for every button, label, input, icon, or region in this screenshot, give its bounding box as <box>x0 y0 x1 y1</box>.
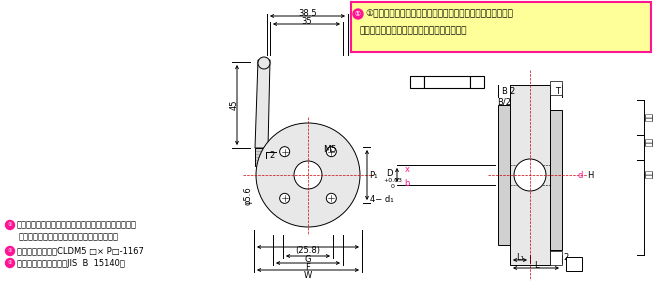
Text: P₁: P₁ <box>369 170 377 179</box>
Text: ⊥: ⊥ <box>413 77 421 87</box>
Text: 0: 0 <box>391 184 395 190</box>
Text: T: T <box>556 88 560 97</box>
Circle shape <box>5 220 14 230</box>
Circle shape <box>326 193 337 203</box>
Text: b: b <box>404 179 410 187</box>
Text: 2: 2 <box>564 252 569 262</box>
Bar <box>498 105 510 245</box>
Text: 45: 45 <box>230 100 239 110</box>
Text: +0.03: +0.03 <box>384 179 403 184</box>
Text: 2: 2 <box>509 88 514 97</box>
Bar <box>550 81 562 95</box>
Bar <box>550 110 562 250</box>
Text: A: A <box>474 77 480 86</box>
Bar <box>550 251 562 265</box>
Circle shape <box>256 123 360 227</box>
Text: ①ねじ軸を挿入しない状態での使用（空締め）は行わないで: ①ねじ軸を挿入しない状態での使用（空締め）は行わないで <box>365 10 513 19</box>
Text: ください。変形して使用できなくなります。: ください。変形して使用できなくなります。 <box>360 27 468 36</box>
Text: ①: ① <box>355 11 361 17</box>
Text: M5: M5 <box>323 146 337 155</box>
Text: φ5.6: φ5.6 <box>243 187 253 205</box>
Text: x: x <box>405 166 409 175</box>
Text: B/2: B/2 <box>497 97 511 106</box>
Text: クランプレバー：CLDM5 □⨯ P□-1167: クランプレバー：CLDM5 □⨯ P□-1167 <box>17 246 144 256</box>
Bar <box>410 76 424 88</box>
Circle shape <box>5 259 14 268</box>
Text: G: G <box>305 256 311 265</box>
Circle shape <box>279 193 290 203</box>
Polygon shape <box>255 60 270 148</box>
Text: 38.5: 38.5 <box>298 8 317 18</box>
Text: ①: ① <box>8 248 12 254</box>
Text: W: W <box>304 271 312 280</box>
Bar <box>510 85 550 265</box>
Circle shape <box>294 161 322 189</box>
Text: A: A <box>571 260 577 269</box>
Text: ラジアルベアリング：JIS  B  15140級: ラジアルベアリング：JIS B 15140級 <box>17 259 125 268</box>
Circle shape <box>353 9 363 19</box>
Text: A: A <box>569 260 575 269</box>
Text: 軸受: 軸受 <box>644 113 653 123</box>
Text: H: H <box>587 170 593 179</box>
Circle shape <box>258 57 270 69</box>
Text: D: D <box>386 169 392 178</box>
Bar <box>566 257 582 271</box>
Text: 2: 2 <box>270 150 275 159</box>
Bar <box>424 76 470 88</box>
Text: 止輪: 止輪 <box>644 138 653 148</box>
Text: ①: ① <box>8 260 12 266</box>
Circle shape <box>514 159 546 191</box>
Text: L: L <box>534 262 539 271</box>
Text: φ0.05: φ0.05 <box>435 77 459 86</box>
Text: 35: 35 <box>301 16 312 25</box>
Text: F: F <box>306 263 310 271</box>
Circle shape <box>5 246 14 256</box>
Text: B: B <box>501 88 507 97</box>
Bar <box>255 148 300 166</box>
Bar <box>351 2 651 52</box>
Text: レバーを引っ張りながら回転させると、クランプ時に: レバーを引っ張りながら回転させると、クランプ時に <box>17 220 137 230</box>
Text: L₁: L₁ <box>516 254 524 263</box>
Text: (25.8): (25.8) <box>295 246 321 256</box>
Text: ①: ① <box>8 222 12 228</box>
Bar <box>470 76 484 88</box>
Text: レバーが留まる觓度を自在に変えられます。: レバーが留まる觓度を自在に変えられます。 <box>19 233 119 242</box>
Circle shape <box>279 147 290 157</box>
Text: 4− d₁: 4− d₁ <box>370 196 394 205</box>
Text: d: d <box>577 170 583 179</box>
Circle shape <box>326 147 337 157</box>
Text: 内径: 内径 <box>644 170 653 180</box>
